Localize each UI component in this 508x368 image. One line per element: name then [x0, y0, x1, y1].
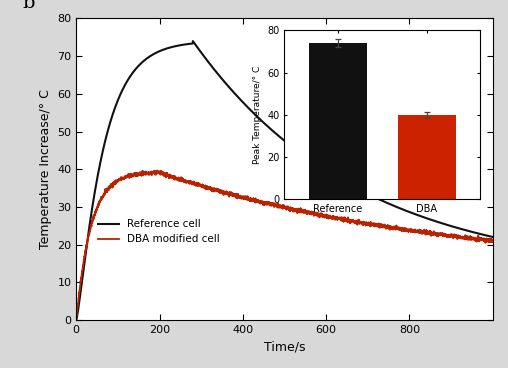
Y-axis label: Temperature Increase/° C: Temperature Increase/° C: [39, 89, 52, 249]
Legend: Reference cell, DBA modified cell: Reference cell, DBA modified cell: [94, 215, 224, 248]
DBA modified cell: [121, 176, 127, 180]
DBA modified cell: [251, 198, 257, 203]
DBA modified cell: [73, 318, 79, 322]
Line: Reference cell: Reference cell: [76, 41, 493, 320]
Line: DBA modified cell: DBA modified cell: [76, 170, 493, 320]
DBA modified cell: [437, 232, 443, 236]
Reference cell: [251, 112, 257, 116]
X-axis label: Time/s: Time/s: [264, 340, 305, 354]
Reference cell: [482, 233, 488, 237]
Reference cell: [490, 235, 496, 239]
DBA modified cell: [482, 238, 488, 243]
Reference cell: [121, 85, 127, 90]
Reference cell: [437, 220, 443, 225]
DBA modified cell: [490, 239, 496, 243]
DBA modified cell: [233, 195, 239, 200]
Reference cell: [190, 39, 196, 43]
Reference cell: [73, 318, 79, 322]
Text: b: b: [22, 0, 35, 13]
Reference cell: [145, 55, 151, 60]
Reference cell: [233, 93, 239, 97]
DBA modified cell: [145, 172, 151, 177]
DBA modified cell: [154, 168, 160, 173]
